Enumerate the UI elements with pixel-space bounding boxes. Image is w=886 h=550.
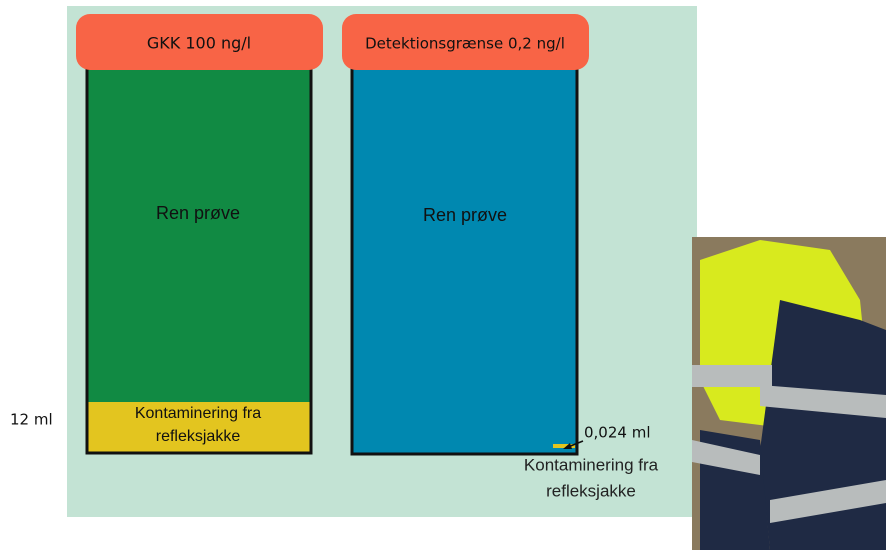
jacket-photo bbox=[692, 237, 886, 550]
right-header: Detektionsgrænse 0,2 ng/l bbox=[365, 35, 565, 53]
right-contamination-label: refleksjakke bbox=[546, 481, 636, 500]
left-container bbox=[87, 55, 311, 453]
slide: GKK 100 ng/l Ren prøve Kontaminering fra… bbox=[0, 0, 886, 550]
left-contamination-label: refleksjakke bbox=[156, 428, 241, 445]
left-contamination-label: Kontaminering fra bbox=[135, 405, 261, 422]
right-container bbox=[352, 55, 577, 454]
right-body: Ren prøve bbox=[423, 205, 507, 225]
right-contamination-label: Kontaminering fra bbox=[524, 455, 659, 474]
left-header: GKK 100 ng/l bbox=[147, 34, 251, 53]
left-volume: 12 ml bbox=[10, 411, 53, 429]
left-body: Ren prøve bbox=[156, 203, 240, 223]
right-volume: 0,024 ml bbox=[584, 424, 651, 442]
